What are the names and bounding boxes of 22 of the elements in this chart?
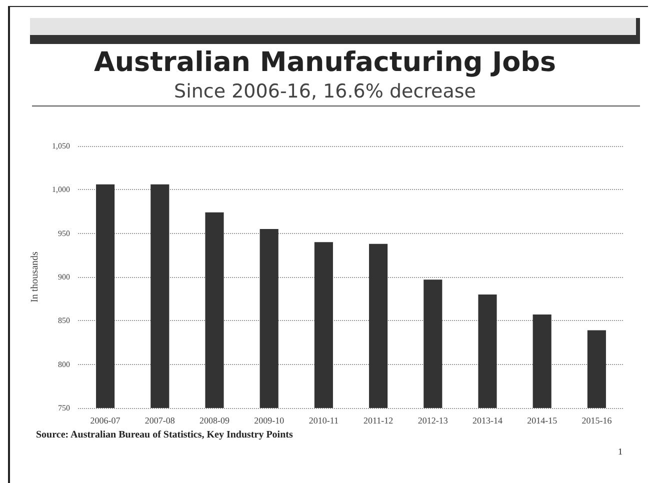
y-tick-label: 1,000: [52, 185, 70, 194]
y-tick-label: 850: [58, 316, 70, 326]
y-axis-title: In thousands: [30, 251, 40, 302]
y-tick-label: 950: [58, 228, 70, 238]
x-tick-label: 2008-09: [200, 416, 230, 426]
chart-subtitle: Since 2006-16, 16.6% decrease: [174, 80, 476, 102]
x-tick-label: 2013-14: [472, 416, 503, 426]
x-tick-label: 2006-07: [90, 416, 121, 426]
x-tick-label: 2014-15: [527, 416, 558, 426]
text: 1: [618, 446, 622, 456]
x-tick-label: 2007-08: [144, 416, 176, 426]
chart-title: Australian Manufacturing Jobs: [94, 47, 556, 78]
x-tick-label: 2015-16: [582, 416, 612, 426]
y-tick-label: 900: [58, 272, 70, 282]
source-note: Source: Australian Bureau of Statistics, Key Industry Points: [36, 430, 293, 440]
x-tick-label: 2010-11: [308, 416, 339, 426]
y-tick-label: 1,050: [52, 142, 70, 150]
y-tick-label: 750: [58, 404, 70, 412]
x-tick-label: 2011-12: [363, 416, 394, 426]
y-tick-label: 800: [58, 360, 70, 369]
x-tick-label: 2009-10: [254, 416, 285, 426]
x-tick-label: 2012-13: [418, 416, 448, 426]
